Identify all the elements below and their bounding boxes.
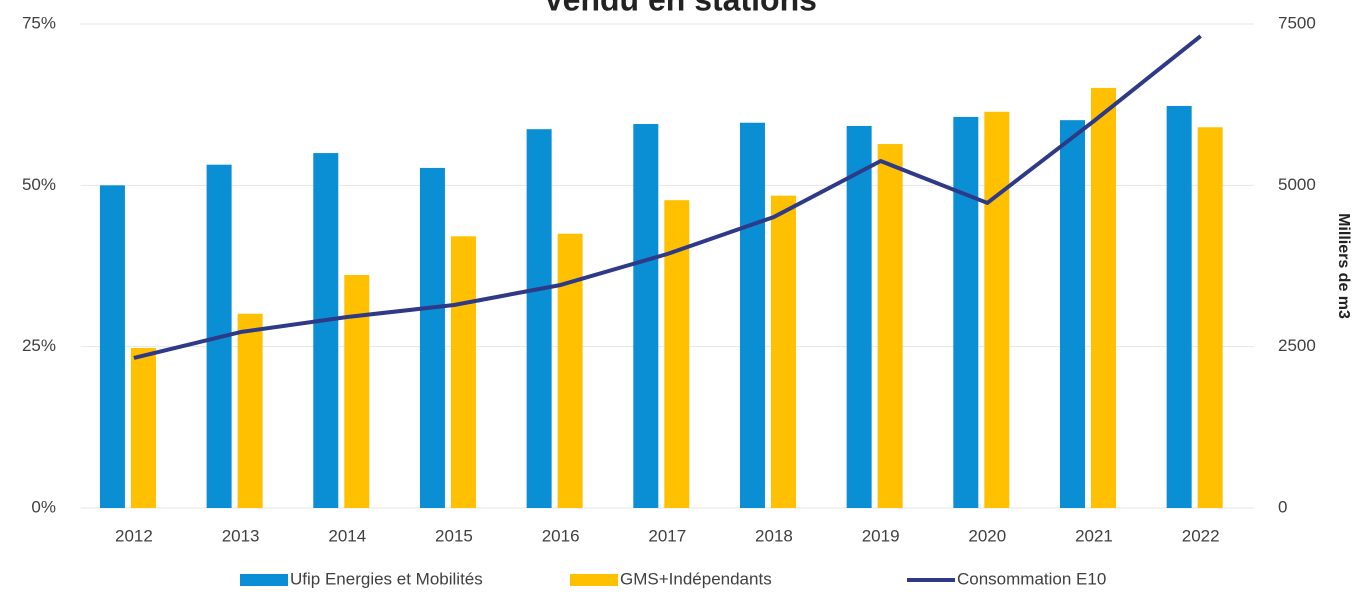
- x-tick-label: 2019: [862, 526, 900, 545]
- x-tick-label: 2014: [328, 526, 366, 545]
- bar: [1059, 120, 1085, 508]
- y2-tick-label: 5000: [1278, 175, 1316, 194]
- bar: [419, 167, 445, 508]
- bar: [633, 124, 659, 508]
- y-tick-label: 75%: [22, 13, 56, 32]
- bar: [877, 144, 903, 509]
- bar: [984, 111, 1010, 509]
- x-tick-label: 2016: [542, 526, 580, 545]
- y2-tick-label: 2500: [1278, 336, 1316, 355]
- bar: [450, 236, 476, 508]
- bar: [557, 233, 583, 508]
- x-tick-label: 2012: [115, 526, 153, 545]
- x-tick-label: 2021: [1075, 526, 1113, 545]
- y2-tick-label: 7500: [1278, 13, 1316, 32]
- bar: [1197, 127, 1223, 509]
- x-tick-label: 2013: [222, 526, 260, 545]
- legend-swatch: [570, 574, 618, 586]
- y2-axis-label: Milliers de m3: [1335, 213, 1352, 319]
- x-tick-label: 2017: [648, 526, 686, 545]
- x-tick-label: 2020: [968, 526, 1006, 545]
- bar: [953, 116, 979, 508]
- bar: [846, 125, 872, 508]
- bar: [739, 122, 765, 509]
- legend-swatch: [240, 574, 288, 586]
- y-tick-label: 50%: [22, 175, 56, 194]
- legend-label: Ufip Energies et Mobilités: [290, 569, 483, 588]
- bar: [526, 129, 552, 508]
- bar: [313, 153, 339, 509]
- bar: [237, 313, 263, 508]
- bar: [1166, 105, 1192, 508]
- x-tick-label: 2018: [755, 526, 793, 545]
- y-tick-label: 25%: [22, 336, 56, 355]
- legend-label: Consommation E10: [957, 569, 1106, 588]
- bar: [770, 195, 796, 508]
- bar: [1090, 87, 1116, 508]
- bar: [130, 347, 156, 508]
- x-tick-label: 2022: [1182, 526, 1220, 545]
- y-tick-label: 0%: [31, 497, 56, 516]
- bar: [99, 185, 125, 509]
- bar: [344, 275, 370, 508]
- legend-label: GMS+Indépendants: [620, 569, 772, 588]
- line: [133, 34, 1202, 360]
- chart-title: Vendu en stations: [543, 0, 817, 17]
- y2-tick-label: 0: [1278, 497, 1287, 516]
- x-tick-label: 2015: [435, 526, 473, 545]
